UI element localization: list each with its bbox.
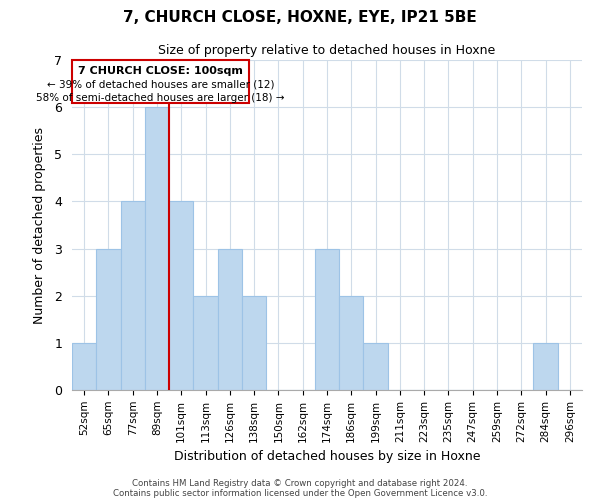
Bar xyxy=(72,343,96,390)
Text: 7, CHURCH CLOSE, HOXNE, EYE, IP21 5BE: 7, CHURCH CLOSE, HOXNE, EYE, IP21 5BE xyxy=(123,10,477,25)
Bar xyxy=(169,202,193,390)
Bar xyxy=(121,202,145,390)
Bar xyxy=(145,107,169,390)
Text: Contains public sector information licensed under the Open Government Licence v3: Contains public sector information licen… xyxy=(113,488,487,498)
Text: Contains HM Land Registry data © Crown copyright and database right 2024.: Contains HM Land Registry data © Crown c… xyxy=(132,478,468,488)
Y-axis label: Number of detached properties: Number of detached properties xyxy=(33,126,46,324)
FancyBboxPatch shape xyxy=(72,60,249,104)
Text: ← 39% of detached houses are smaller (12): ← 39% of detached houses are smaller (12… xyxy=(47,80,274,90)
Bar xyxy=(193,296,218,390)
Bar xyxy=(96,248,121,390)
X-axis label: Distribution of detached houses by size in Hoxne: Distribution of detached houses by size … xyxy=(174,450,480,463)
Bar xyxy=(218,248,242,390)
Text: 58% of semi-detached houses are larger (18) →: 58% of semi-detached houses are larger (… xyxy=(37,93,285,103)
Bar xyxy=(339,296,364,390)
Text: 7 CHURCH CLOSE: 100sqm: 7 CHURCH CLOSE: 100sqm xyxy=(78,66,243,76)
Bar xyxy=(242,296,266,390)
Bar xyxy=(533,343,558,390)
Title: Size of property relative to detached houses in Hoxne: Size of property relative to detached ho… xyxy=(158,44,496,58)
Bar xyxy=(315,248,339,390)
Bar xyxy=(364,343,388,390)
